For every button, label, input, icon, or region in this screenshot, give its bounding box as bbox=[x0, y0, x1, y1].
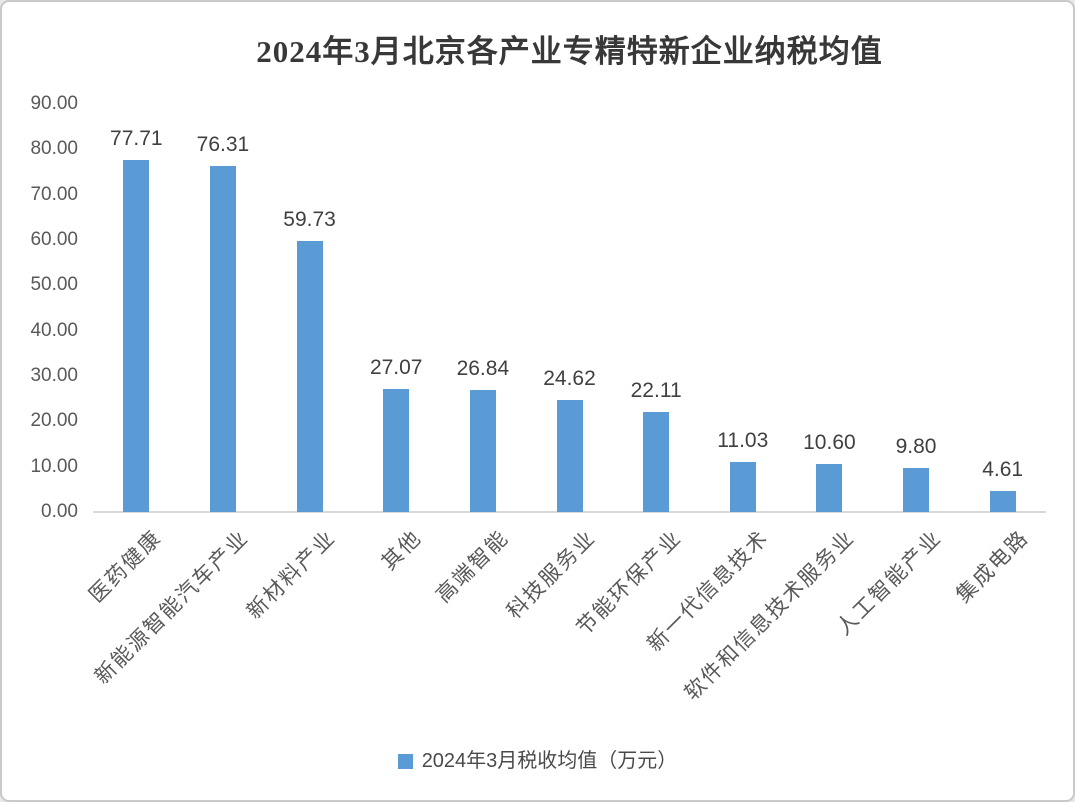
y-axis-tick-label: 0.00 bbox=[41, 501, 78, 522]
chart-title: 2024年3月北京各产业专精特新企业纳税均值 bbox=[256, 34, 883, 69]
bar bbox=[469, 390, 496, 512]
bar-value-label: 26.84 bbox=[456, 357, 510, 381]
bar-value-label: 59.73 bbox=[283, 208, 336, 232]
legend-label: 2024年3月税收均值（万元） bbox=[421, 750, 678, 772]
y-axis-tick-label: 30.00 bbox=[30, 365, 78, 386]
bar bbox=[643, 411, 670, 512]
x-axis-line bbox=[93, 511, 1046, 513]
y-axis-tick-label: 80.00 bbox=[30, 138, 78, 160]
bar-value-label: 77.71 bbox=[110, 126, 163, 150]
bar-value-label: 4.61 bbox=[982, 458, 1024, 482]
legend-swatch-icon bbox=[397, 753, 413, 769]
y-axis-tick-label: 10.00 bbox=[30, 455, 78, 477]
bar-value-label: 11.03 bbox=[717, 428, 769, 452]
bar-value-label: 22.11 bbox=[630, 378, 682, 402]
bar bbox=[209, 166, 236, 512]
y-axis-tick-label: 40.00 bbox=[30, 319, 78, 341]
bar bbox=[556, 400, 583, 512]
y-axis-tick-label: 20.00 bbox=[30, 410, 78, 432]
bar-value-label: 24.62 bbox=[543, 367, 596, 391]
y-axis-tick-label: 60.00 bbox=[30, 229, 78, 250]
bar bbox=[903, 467, 930, 512]
bar-value-label: 9.80 bbox=[895, 434, 937, 458]
y-axis-tick-label: 70.00 bbox=[30, 183, 78, 205]
y-axis-tick-label: 90.00 bbox=[30, 93, 78, 114]
y-axis-tick-label: 50.00 bbox=[30, 274, 78, 296]
bar bbox=[296, 241, 323, 512]
bar bbox=[816, 463, 843, 512]
bar-value-label: 76.31 bbox=[196, 133, 250, 157]
bar bbox=[383, 389, 410, 512]
bar bbox=[729, 461, 756, 512]
legend: 2024年3月税收均值（万元） bbox=[2, 749, 1073, 773]
bar-value-label: 27.07 bbox=[369, 356, 423, 380]
bar-value-label: 10.60 bbox=[803, 430, 856, 454]
bar bbox=[989, 491, 1016, 512]
bar bbox=[123, 159, 150, 512]
